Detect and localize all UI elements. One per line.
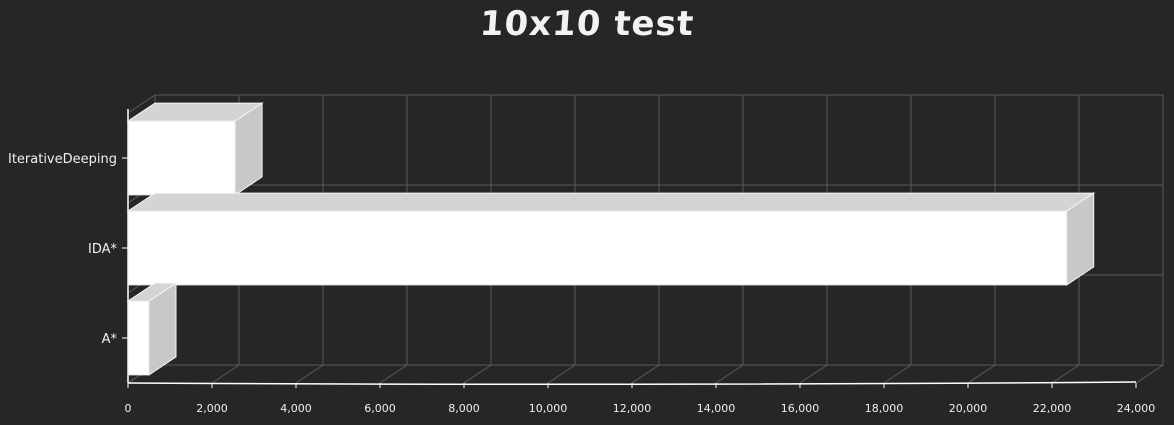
bar-front-face — [127, 120, 236, 196]
grid-line-floor — [547, 364, 576, 384]
grid-line-floor — [463, 364, 492, 384]
grid-line-floor — [883, 364, 912, 384]
x-tick-label: 4,000 — [280, 402, 312, 415]
x-tick-label: 0 — [125, 402, 132, 415]
x-tick-label: 16,000 — [781, 402, 820, 415]
x-tick-label: 6,000 — [364, 402, 396, 415]
grid-line-wall — [127, 94, 156, 114]
x-tick-label: 22,000 — [1033, 402, 1072, 415]
grid-line-floor — [1135, 364, 1164, 384]
category-labels: IterativeDeeping IDA* A* — [8, 152, 118, 347]
bar-a- — [126, 282, 178, 376]
grid-line-floor — [295, 364, 324, 384]
grid-line-floor — [799, 364, 828, 384]
bar-ida- — [126, 192, 1096, 286]
x-tick-label: 18,000 — [865, 402, 904, 415]
x-tick-label: 2,000 — [196, 402, 228, 415]
category-label: IDA* — [88, 242, 118, 257]
grid-line-floor — [379, 364, 408, 384]
x-tick-label: 12,000 — [613, 402, 652, 415]
x-tick-labels: 0 2,000 4,000 6,000 8,000 10,000 12,000 14,000 1… — [125, 383, 1156, 415]
grid-line-floor — [1051, 364, 1080, 384]
x-tick-label: 14,000 — [697, 402, 736, 415]
grid-line-floor — [967, 364, 996, 384]
bar-front-face — [127, 300, 150, 376]
grid-line-floor — [715, 364, 744, 384]
x-tick-label: 8,000 — [448, 402, 480, 415]
bars — [126, 102, 1096, 376]
grid-line-floor — [211, 364, 240, 384]
category-label: A* — [102, 332, 118, 347]
bar-top-face — [126, 192, 1096, 212]
category-label: IterativeDeeping — [8, 152, 117, 167]
bar-iterativedeeping — [126, 102, 264, 196]
bar-front-face — [127, 210, 1068, 286]
x-tick-label: 10,000 — [529, 402, 568, 415]
x-tick-label: 24,000 — [1117, 402, 1156, 415]
grid-line-floor — [631, 364, 660, 384]
x-tick-label: 20,000 — [949, 402, 988, 415]
